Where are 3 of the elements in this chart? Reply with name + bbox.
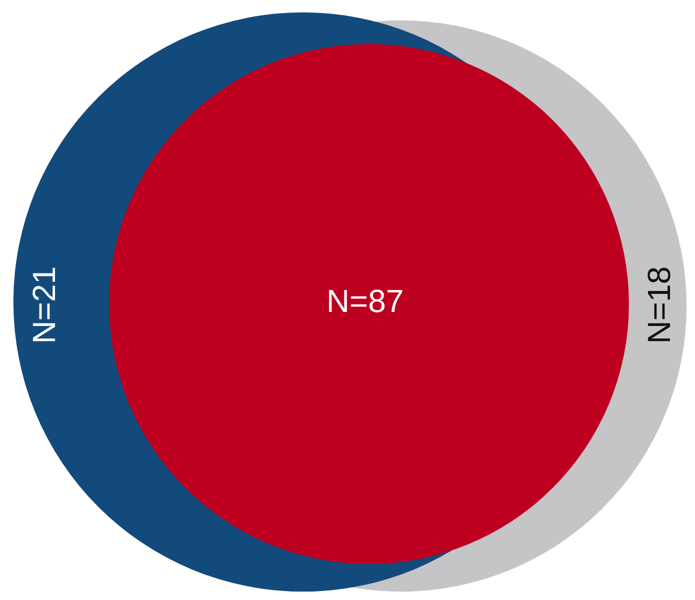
data-label: N=18 [641,266,677,344]
data-label: N=87 [326,283,404,319]
data-label: N=21 [26,266,62,344]
